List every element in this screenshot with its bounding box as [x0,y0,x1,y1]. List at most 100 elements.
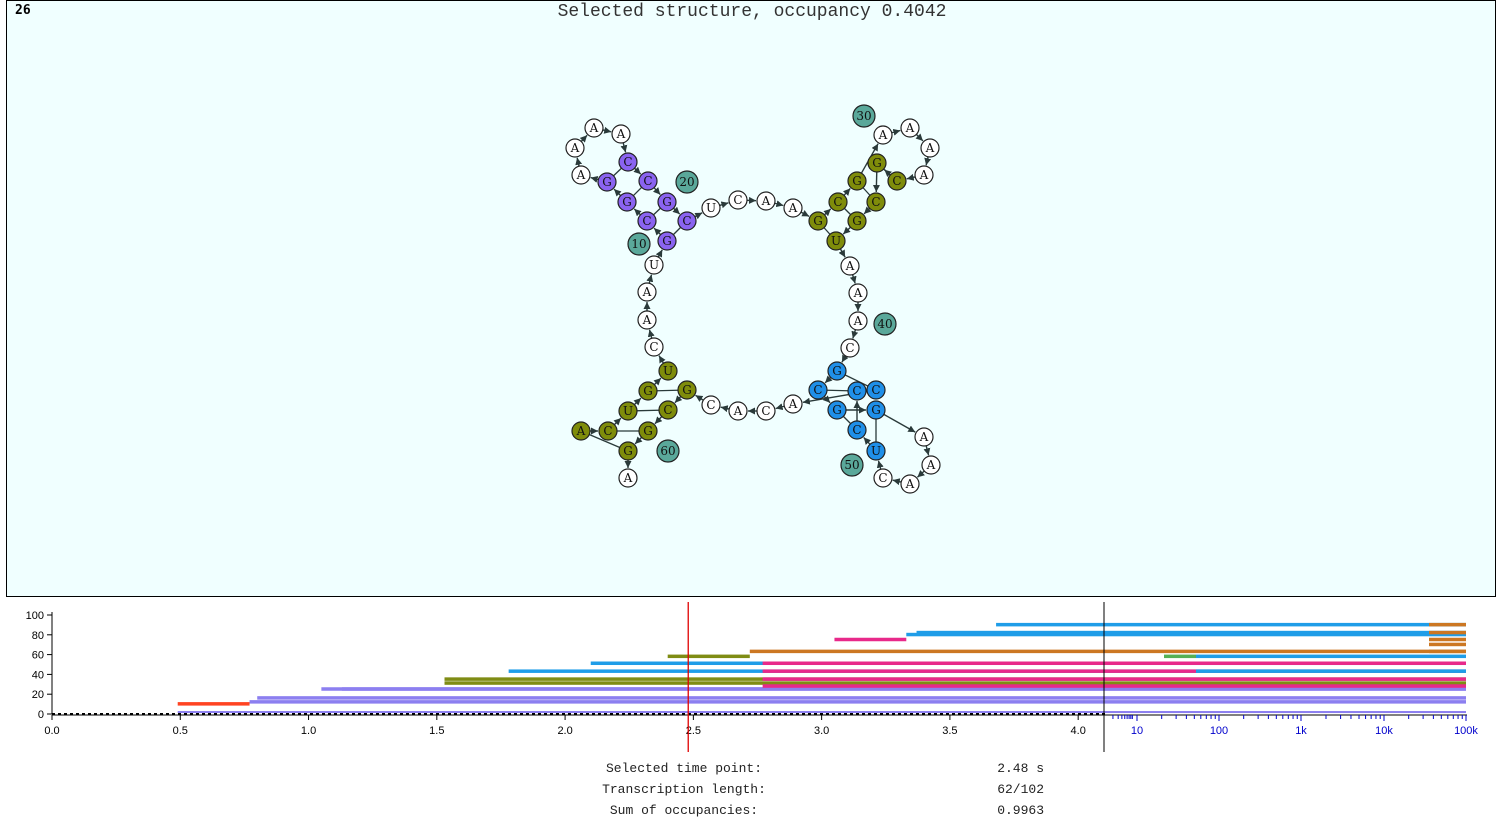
nucleotide[interactable]: C [756,401,776,421]
svg-text:A: A [919,168,929,182]
x-tick-label: 3.5 [942,725,957,737]
nucleotide[interactable]: A [873,125,893,145]
nucleotide[interactable]: C [638,171,658,191]
nucleotide[interactable]: U [658,361,678,381]
nucleotide[interactable]: G [808,211,828,231]
svg-text:G: G [602,175,612,189]
nucleotide[interactable]: C [866,380,886,400]
log-tick-label: 100 [1210,725,1228,737]
nucleotide[interactable]: G [617,192,637,212]
nucleotide[interactable]: C [808,380,828,400]
nucleotide[interactable]: G [866,400,886,420]
nucleotide[interactable]: G [618,441,638,461]
nucleotide[interactable]: G [597,172,617,192]
svg-text:A: A [853,286,863,300]
nucleotide[interactable]: G [827,361,847,381]
backbone-link [841,354,849,363]
nucleotide[interactable]: G [657,231,677,251]
nucleotide[interactable]: G [657,192,677,212]
nucleotide[interactable]: C [873,468,893,488]
nucleotide[interactable]: U [826,231,846,251]
nucleotide[interactable]: A [611,124,631,144]
nucleotide[interactable]: C [618,152,638,172]
svg-text:A: A [905,121,915,135]
nucleotide[interactable]: A [637,282,657,302]
nucleotide[interactable]: G [677,380,697,400]
nucleotide[interactable]: G [827,400,847,420]
nucleotide[interactable]: A [584,118,604,138]
svg-text:A: A [845,259,855,273]
nucleotide[interactable]: A [637,310,657,330]
nucleotide[interactable]: C [847,420,867,440]
svg-text:C: C [761,404,770,418]
nucleotide[interactable]: C [828,192,848,212]
nucleotide[interactable]: A [848,311,868,331]
occupancy-band [906,632,1466,637]
nucleotide[interactable]: U [701,198,721,218]
svg-text:40: 40 [877,317,892,331]
svg-text:G: G [852,174,862,188]
backbone-link [916,469,925,478]
svg-text:A: A [623,471,633,485]
nucleotide[interactable]: C [728,190,748,210]
backbone-link [575,157,583,167]
nucleotide[interactable]: G [638,381,658,401]
svg-text:U: U [663,364,673,378]
nucleotide[interactable]: A [618,468,638,488]
nucleotide[interactable]: A [840,256,860,276]
nucleotide[interactable]: C [701,395,721,415]
occupancy-band [444,681,1466,685]
log-tick-label: 10 [1131,725,1143,737]
nucleotide[interactable]: A [914,165,934,185]
nucleotide[interactable]: A [728,401,748,421]
structure-panel[interactable]: 26 Selected structure, occupancy 0.4042 … [6,0,1496,597]
nucleotide[interactable]: U [866,441,886,461]
nucleotide[interactable]: C [677,211,697,231]
nucleotide[interactable]: A [571,165,591,185]
occupancy-band [1429,630,1466,635]
svg-text:G: G [643,384,653,398]
nucleotide[interactable]: G [867,153,887,173]
nucleotide[interactable]: U [618,401,638,421]
nucleotide[interactable]: C [644,337,664,357]
svg-text:C: C [649,340,658,354]
nucleotide[interactable]: G [638,421,658,441]
occupancy-band [257,696,1466,700]
nucleotide[interactable]: A [783,198,803,218]
nucleotide[interactable]: A [848,283,868,303]
nucleotide[interactable]: A [900,474,920,494]
occupancy-band [1429,642,1466,647]
nucleotide[interactable]: A [900,118,920,138]
nucleotide[interactable]: A [914,427,934,447]
nucleotide[interactable]: C [847,381,867,401]
nucleotide[interactable]: G [847,211,867,231]
svg-text:C: C [852,423,861,437]
nucleotide[interactable]: A [756,191,776,211]
x-tick-label: 1.5 [429,725,444,737]
svg-text:A: A [642,313,652,327]
occupancy-timeline-chart[interactable]: 0 20 40 60 80 100 0.0 0.5 1.0 1.5 2.0 2.5 3.0 3.5 4.0… [0,600,1508,752]
nucleotide[interactable]: C [658,400,678,420]
nucleotide[interactable]: C [840,338,860,358]
nucleotide[interactable]: C [887,171,907,191]
svg-text:C: C [871,383,880,397]
backbone-link [838,248,846,258]
nucleotide[interactable]: G [847,171,867,191]
nucleotide[interactable]: A [565,138,585,158]
nucleotide[interactable]: A [920,138,940,158]
svg-text:C: C [682,214,691,228]
occupancy-band [762,661,1466,666]
nucleotide[interactable]: A [571,421,591,441]
nucleotide[interactable]: C [866,192,886,212]
nucleotide[interactable]: C [637,211,657,231]
backbone-link [923,445,931,456]
structure-title: Selected structure, occupancy 0.4042 [557,2,947,22]
nucleotide[interactable]: A [783,394,803,414]
svg-text:A: A [733,404,743,418]
nucleotide[interactable]: U [644,255,664,275]
nucleotide[interactable]: C [598,421,618,441]
svg-text:A: A [570,141,580,155]
occupancy-band [177,702,250,706]
backbone-link [823,208,832,217]
nucleotide[interactable]: A [921,455,941,475]
